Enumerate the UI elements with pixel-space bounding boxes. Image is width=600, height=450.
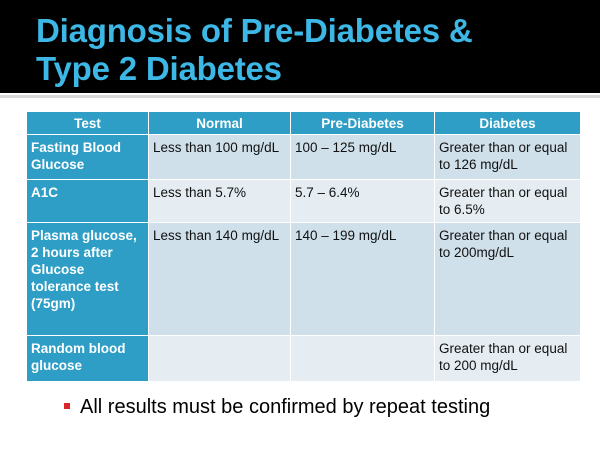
table-row: A1C Less than 5.7% 5.7 – 6.4% Greater th… [26, 179, 581, 223]
table-row: Fasting Blood Glucose Less than 100 mg/d… [26, 134, 581, 180]
cell-test: A1C [26, 179, 149, 223]
cell-normal: Less than 100 mg/dL [148, 134, 291, 180]
cell-normal [148, 335, 291, 382]
bullet-square-icon [64, 402, 70, 409]
table-row: Plasma glucose, 2 hours after Glucose to… [26, 222, 581, 336]
bullet-text: All results must be confirmed by repeat … [80, 396, 491, 418]
cell-prediabetes [290, 335, 435, 382]
cell-prediabetes: 5.7 – 6.4% [290, 179, 435, 223]
slide-title: Diagnosis of Pre-Diabetes & Type 2 Diabe… [36, 12, 473, 88]
cell-test: Plasma glucose, 2 hours after Glucose to… [26, 222, 149, 336]
header-normal: Normal [148, 111, 291, 135]
table-row: Random blood glucose Greater than or equ… [26, 335, 581, 382]
cell-diabetes: Greater than or equal to 6.5% [434, 179, 581, 223]
table-header-row: Test Normal Pre-Diabetes Diabetes [26, 111, 581, 135]
cell-test: Fasting Blood Glucose [26, 134, 149, 180]
cell-prediabetes: 140 – 199 mg/dL [290, 222, 435, 336]
header-test: Test [26, 111, 149, 135]
header-diabetes: Diabetes [434, 111, 581, 135]
title-band [0, 0, 600, 93]
title-line-1: Diagnosis of Pre-Diabetes & [36, 12, 473, 49]
diagnosis-table: Test Normal Pre-Diabetes Diabetes Fastin… [26, 111, 581, 382]
cell-normal: Less than 5.7% [148, 179, 291, 223]
title-line-2: Type 2 Diabetes [36, 50, 282, 87]
cell-test: Random blood glucose [26, 335, 149, 382]
cell-diabetes: Greater than or equal to 200mg/dL [434, 222, 581, 336]
divider [0, 95, 600, 98]
bullet-item: All results must be confirmed by repeat … [64, 396, 490, 419]
cell-prediabetes: 100 – 125 mg/dL [290, 134, 435, 180]
cell-diabetes: Greater than or equal to 200 mg/dL [434, 335, 581, 382]
cell-diabetes: Greater than or equal to 126 mg/dL [434, 134, 581, 180]
cell-normal: Less than 140 mg/dL [148, 222, 291, 336]
header-prediabetes: Pre-Diabetes [290, 111, 435, 135]
